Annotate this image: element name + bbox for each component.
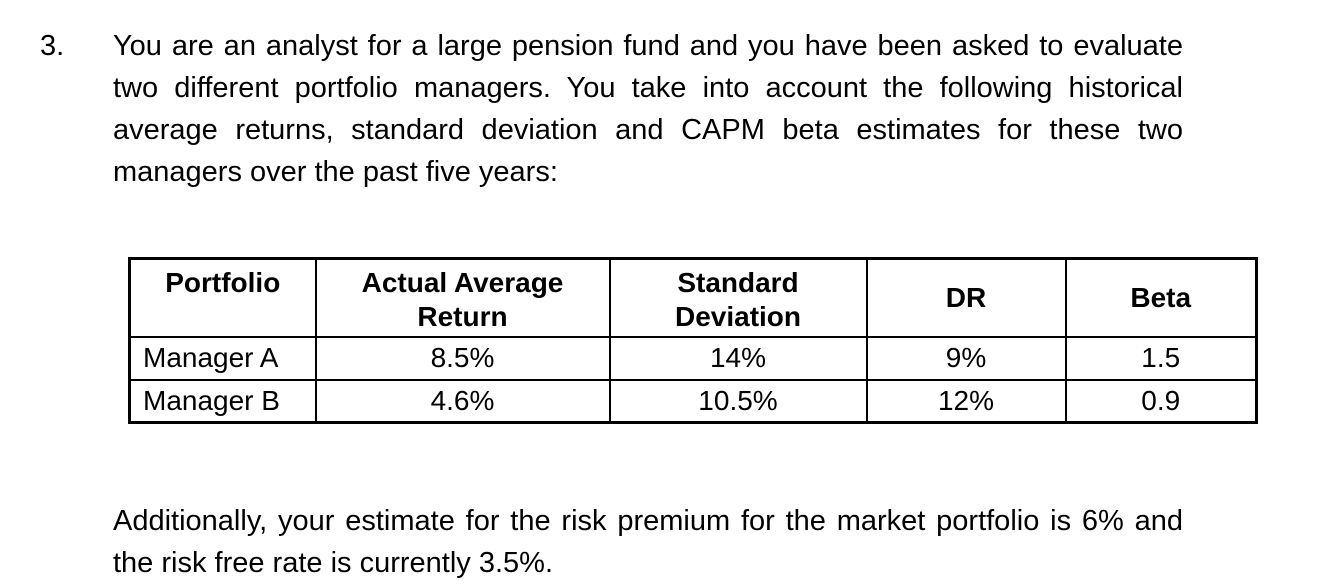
header-actual-average-return: Actual Average Return [314,257,611,338]
cell-return-b: 4.6% [314,378,611,424]
managers-table: Portfolio Actual Average Return Standard… [128,257,1258,424]
question-block: 3. You are an analyst for a large pensio… [40,25,1183,193]
cell-dr-b: 12% [865,378,1067,424]
cell-dr-a: 9% [865,335,1067,381]
cell-beta-b: 0.9 [1064,378,1258,424]
header-portfolio: Portfolio [128,257,317,338]
header-standard-deviation: Standard Deviation [608,257,868,338]
table-header-row: Portfolio Actual Average Return Standard… [128,257,1258,338]
cell-portfolio-a: Manager A [128,335,317,381]
cell-portfolio-b: Manager B [128,378,317,424]
cell-stdev-b: 10.5% [608,378,868,424]
cell-beta-a: 1.5 [1064,335,1258,381]
cell-stdev-a: 14% [608,335,868,381]
question-number: 3. [40,30,65,62]
table-row-manager-b: Manager B 4.6% 10.5% 12% 0.9 [128,378,1258,424]
question-intro-paragraph: You are an analyst for a large pension f… [113,30,1183,188]
cell-return-a: 8.5% [314,335,611,381]
header-beta: Beta [1064,257,1258,338]
table-row-manager-a: Manager A 8.5% 14% 9% 1.5 [128,335,1258,381]
header-dr: DR [865,257,1067,338]
closing-paragraph: Additionally, your estimate for the risk… [113,505,1183,579]
